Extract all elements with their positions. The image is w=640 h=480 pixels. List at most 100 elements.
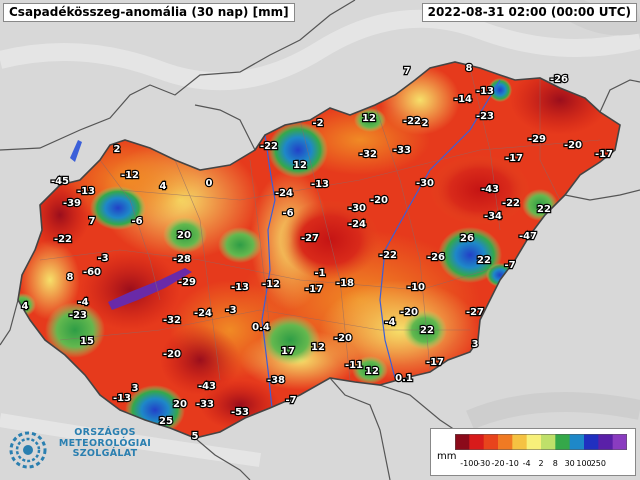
anomaly-value-label: -34 <box>484 211 502 222</box>
anomaly-value-label: -13 <box>77 186 95 197</box>
anomaly-value-label: 8 <box>67 272 74 283</box>
anomaly-value-label: 20 <box>177 230 191 241</box>
anomaly-value-label: 7 <box>404 66 411 77</box>
legend-swatch <box>569 434 585 450</box>
anomaly-value-label: 2 <box>114 144 121 155</box>
anomaly-value-label: -17 <box>426 357 444 368</box>
anomaly-value-label: -28 <box>173 254 191 265</box>
anomaly-value-label: -23 <box>476 111 494 122</box>
anomaly-value-label: -7 <box>504 260 515 271</box>
anomaly-value-label: -4 <box>77 297 88 308</box>
anomaly-value-label: -20 <box>400 307 418 318</box>
anomaly-value-label: -20 <box>370 195 388 206</box>
anomaly-value-label: -24 <box>275 188 293 199</box>
legend-tick-label: -20 <box>491 459 505 468</box>
anomaly-value-label: -17 <box>505 153 523 164</box>
logo-line-3: SZOLGÁLAT <box>72 448 138 459</box>
anomaly-value-label: -22 <box>260 141 278 152</box>
legend-swatch <box>612 434 627 450</box>
anomaly-value-label: -4 <box>384 317 395 328</box>
anomaly-value-label: -18 <box>336 278 354 289</box>
legend-tick-label: 2 <box>538 459 544 468</box>
anomaly-value-label: 4 <box>160 181 167 192</box>
legend-swatch <box>512 434 528 450</box>
anomaly-value-label: -6 <box>131 216 142 227</box>
anomaly-value-label: 0 <box>206 178 213 189</box>
legend-swatch <box>584 434 599 450</box>
legend-tick-label: -10 <box>505 459 519 468</box>
anomaly-value-label: 26 <box>460 233 474 244</box>
lake-balaton <box>108 268 192 310</box>
anomaly-value-label: -1 <box>314 268 325 279</box>
legend-tick-label: 250 <box>590 459 606 468</box>
anomaly-value-label: -17 <box>595 149 613 160</box>
anomaly-value-label: -12 <box>262 279 280 290</box>
anomaly-value-label: -22 <box>403 116 421 127</box>
legend-unit: mm <box>437 451 457 462</box>
anomaly-value-label: 12 <box>365 366 379 377</box>
legend-swatch <box>555 434 571 450</box>
logo-line-1: ORSZÁGOS <box>74 427 136 438</box>
anomaly-value-label: -43 <box>198 381 216 392</box>
anomaly-value-label: -22 <box>379 250 397 261</box>
anomaly-value-label: -29 <box>178 277 196 288</box>
anomaly-value-label: -20 <box>564 140 582 151</box>
anomaly-value-label: 2 <box>422 118 429 129</box>
anomaly-value-label: -27 <box>301 233 319 244</box>
lake-neusiedl <box>70 140 82 162</box>
map-title: Csapadékösszeg-anomália (30 nap) [mm] <box>3 3 295 22</box>
anomaly-value-label: 22 <box>537 204 551 215</box>
legend-color-bar <box>455 434 627 450</box>
legend-swatch <box>598 434 614 450</box>
anomaly-value-label: -7 <box>285 395 296 406</box>
anomaly-value-label: 22 <box>420 325 434 336</box>
anomaly-value-label: -33 <box>196 399 214 410</box>
anomaly-value-label: -20 <box>163 349 181 360</box>
danube-river <box>261 134 276 409</box>
legend-tick-label: 100 <box>576 459 592 468</box>
anomaly-value-label: 4 <box>22 301 29 312</box>
anomaly-value-label: 7 <box>89 216 96 227</box>
anomaly-value-label: -13 <box>113 393 131 404</box>
anomaly-value-label: -26 <box>427 252 445 263</box>
omsz-logo-mark-icon <box>9 431 47 469</box>
anomaly-value-label: -13 <box>231 282 249 293</box>
legend-tick-label: 8 <box>552 459 558 468</box>
anomaly-value-label: 0.1 <box>395 373 413 384</box>
anomaly-value-label: 5 <box>192 431 199 442</box>
legend-tick-label: -4 <box>522 459 531 468</box>
anomaly-value-label: -2 <box>312 118 323 129</box>
logo-line-2: METEOROLÓGIAI <box>58 437 152 449</box>
legend-tick-label: -100 <box>460 459 479 468</box>
anomaly-value-label: -12 <box>121 170 139 181</box>
legend-swatch <box>469 434 485 450</box>
anomaly-value-label: -24 <box>348 219 366 230</box>
omsz-logo: ORSZÁGOS METEOROLÓGIAI SZOLGÁLAT <box>8 427 158 476</box>
anomaly-value-label: -38 <box>267 375 285 386</box>
anomaly-value-label: -14 <box>454 94 472 105</box>
anomaly-value-label: 0.4 <box>252 322 270 333</box>
anomaly-value-label: 12 <box>362 113 376 124</box>
anomaly-value-label: -26 <box>550 74 568 85</box>
anomaly-value-label: -22 <box>502 198 520 209</box>
legend-tick-label: -30 <box>477 459 491 468</box>
anomaly-value-label: -24 <box>194 308 212 319</box>
anomaly-value-label: -45 <box>51 176 69 187</box>
legend-tick-label: 30 <box>564 459 575 468</box>
anomaly-value-label: 3 <box>472 339 479 350</box>
anomaly-value-label: 25 <box>159 416 173 427</box>
anomaly-value-label: -32 <box>163 315 181 326</box>
tisza-river <box>379 79 501 379</box>
anomaly-value-label: -11 <box>345 360 363 371</box>
anomaly-value-label: -27 <box>466 307 484 318</box>
legend-swatch <box>455 434 470 450</box>
anomaly-value-label: -10 <box>407 282 425 293</box>
anomaly-value-label: 20 <box>173 399 187 410</box>
anomaly-value-label: 8 <box>466 63 473 74</box>
anomaly-value-label: -23 <box>69 310 87 321</box>
anomaly-value-label: -33 <box>393 145 411 156</box>
anomaly-value-label: 17 <box>281 346 295 357</box>
anomaly-value-label: -22 <box>54 234 72 245</box>
legend-swatch <box>498 434 513 450</box>
